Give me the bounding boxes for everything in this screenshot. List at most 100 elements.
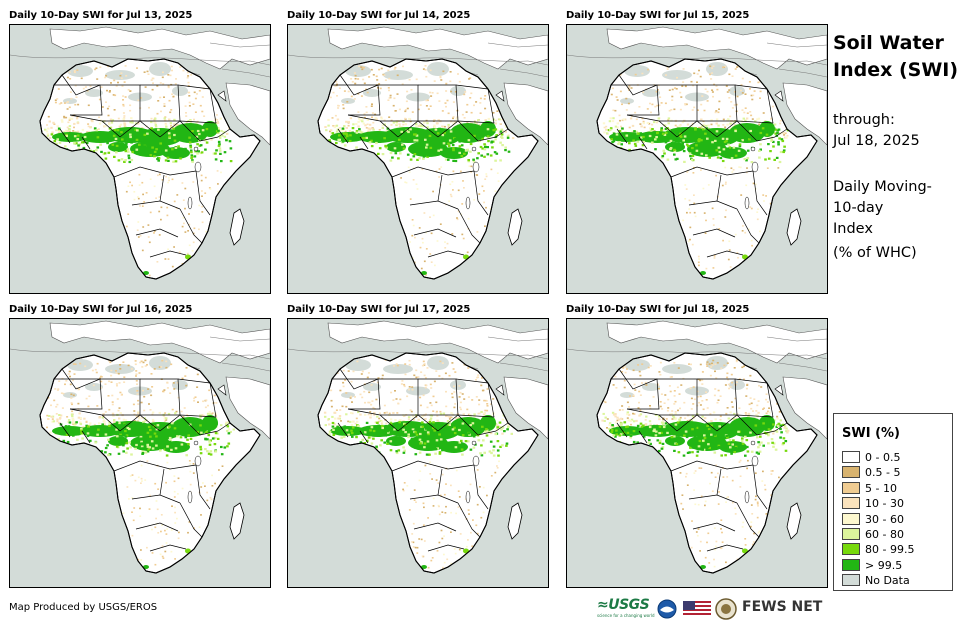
country-border [706,544,744,552]
panel-title: Daily 10-Day SWI for Jul 17, 2025 [287,304,471,315]
country-border [69,114,121,138]
legend-label: No Data [865,574,910,588]
logos-strip: ≈USGS science for a changing world FEWS … [597,597,827,621]
no-data-patch [427,62,449,76]
country-border [81,430,91,444]
wet-zone [440,441,468,453]
country-border [339,74,379,96]
europe-landmass [606,320,827,364]
country-border [347,408,399,432]
country-border [437,414,497,436]
foreign-border [221,68,270,78]
country-border [437,468,443,496]
lake [750,146,756,152]
panel-title: Daily 10-Day SWI for Jul 14, 2025 [287,10,471,21]
europe-landmass [606,26,827,70]
country-border [716,414,776,436]
country-border [706,250,744,258]
wet-zone [172,123,208,143]
lake [751,161,759,173]
country-border [676,414,718,432]
no-data-patch [427,356,449,370]
country-border [135,522,179,532]
africa-landmass [39,58,261,280]
country-border [378,378,419,416]
country-border [140,84,181,122]
country-border [716,468,722,496]
arabia-landmass [225,376,270,440]
panel-title: Daily 10-Day SWI for Jul 15, 2025 [566,10,750,21]
no-data-patch [172,86,188,96]
country-border [616,422,628,438]
country-border [657,84,698,122]
country-border [418,378,459,416]
country-border [159,414,219,436]
country-border [337,422,349,438]
sinai [774,90,784,102]
lake [744,196,750,210]
country-border [59,128,71,144]
wet-zone [52,426,88,436]
us-flag-icon [683,601,711,617]
no-data-patch [341,392,355,398]
madagascar [229,208,245,246]
country-border [670,166,754,178]
country-border [195,170,211,216]
europe-landmass [49,320,270,364]
legend-label: 0.5 - 5 [865,466,901,480]
foreign-border [209,336,270,342]
sinai [774,384,784,396]
wet-zone [408,141,448,157]
legend-label: 30 - 60 [865,512,904,526]
legend-swatch [842,497,860,510]
no-data-patch [450,380,466,390]
country-border [397,414,439,432]
foreign-border [766,42,827,48]
panel-title: Daily 10-Day SWI for Jul 13, 2025 [9,10,193,21]
no-data-patch [662,364,692,374]
country-border [638,430,648,444]
no-data-patch [63,392,77,398]
africa-map-svg [567,320,827,574]
sinai [495,384,505,396]
country-border [100,84,141,122]
lake [465,490,471,504]
country-border [626,408,678,432]
legend-label: 0 - 0.5 [865,451,901,464]
wet-zone [665,436,685,446]
legend-label: 60 - 80 [865,528,904,541]
africa-map-svg [567,26,827,280]
country-border [692,228,736,238]
country-border [149,250,187,258]
country-border [159,120,219,142]
madagascar [786,208,802,246]
country-border [61,368,101,390]
sinai [217,90,227,102]
foreign-border [778,362,827,372]
legend-swatch [842,451,860,463]
country-border [427,250,465,258]
swi-map [9,318,271,588]
country-border [473,464,489,510]
country-border [54,84,103,116]
country-border [378,84,419,122]
wet-zone [729,123,765,143]
country-border [774,128,788,138]
legend-item: 0.5 - 5 [842,466,900,479]
main-title: Soil Water Index (SWI) [833,32,959,81]
no-data-patch [67,65,93,77]
sinai [217,384,227,396]
legend-item: > 99.5 [842,558,902,572]
lake [750,440,756,446]
coastline [596,58,818,280]
country-border [119,120,161,138]
foreign-border [209,42,270,48]
country-border [752,464,768,510]
sinai [495,90,505,102]
swi-raster [44,62,238,277]
country-border [391,166,475,178]
lake [744,490,750,504]
country-border [611,84,660,116]
state-dept-seal [715,598,737,620]
